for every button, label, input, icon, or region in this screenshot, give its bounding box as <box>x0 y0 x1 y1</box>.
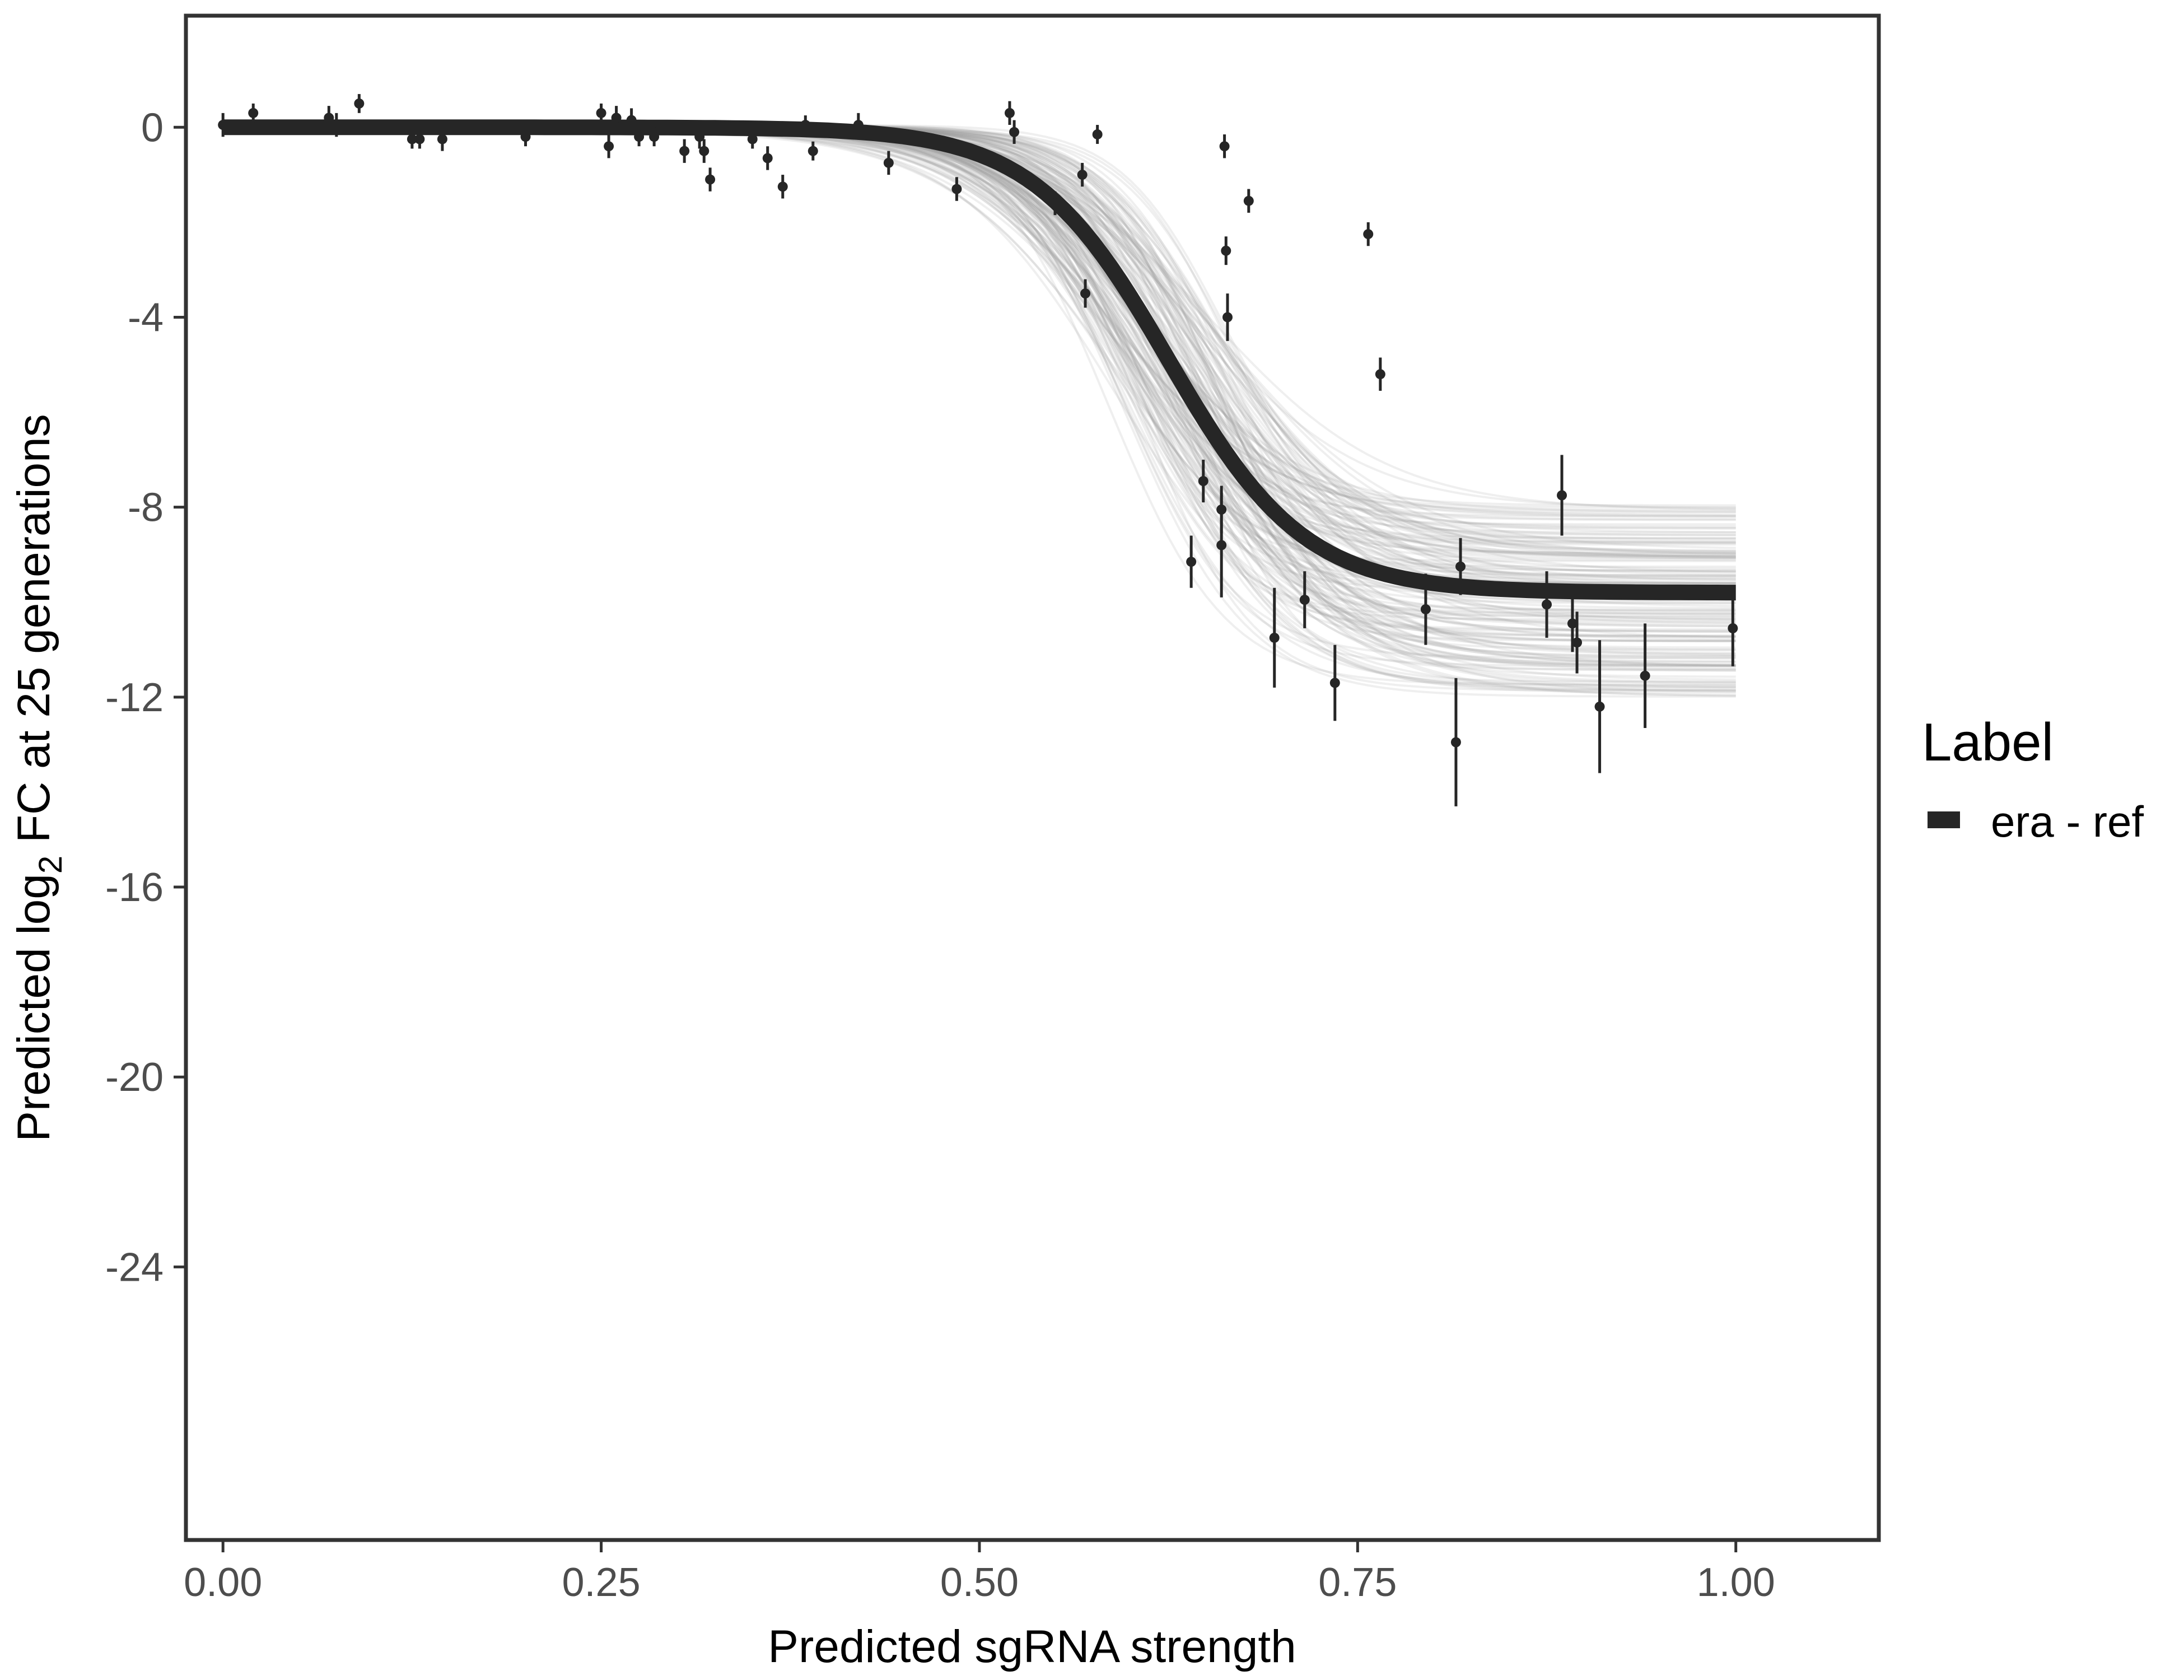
data-point <box>1594 701 1605 712</box>
y-axis-title-subscript: 2 <box>32 856 69 874</box>
data-point <box>611 113 622 123</box>
x-tick-label: 1.00 <box>1697 1560 1775 1605</box>
data-point <box>1450 737 1461 748</box>
data-point <box>407 134 417 144</box>
data-point <box>883 157 894 168</box>
legend-title: Label <box>1922 712 2054 772</box>
data-point <box>1221 245 1231 256</box>
x-tick-label: 0.75 <box>1318 1560 1397 1605</box>
y-axis: 0 -4 -8 -12 -16 -20 -24 <box>105 105 184 1290</box>
data-point <box>1363 229 1374 240</box>
plot-panel-border <box>184 13 1881 1542</box>
x-axis-title: Predicted sgRNA strength <box>768 1621 1296 1672</box>
data-point <box>1186 557 1197 567</box>
data-point <box>679 146 690 156</box>
y-tick-label: -8 <box>128 486 164 530</box>
data-point <box>1375 369 1385 380</box>
fit-curve-layer <box>223 119 1736 601</box>
data-point <box>1640 670 1650 681</box>
data-point <box>1080 288 1091 299</box>
data-point <box>1420 604 1431 614</box>
data-point <box>604 141 614 152</box>
x-tick-label: 0.25 <box>562 1560 640 1605</box>
data-point <box>1299 595 1310 605</box>
data-point <box>626 115 637 125</box>
data-point <box>1243 195 1254 206</box>
y-tick-label: -16 <box>105 865 164 910</box>
data-point <box>437 134 447 144</box>
fit-curve-era-ref <box>223 119 1736 601</box>
data-point <box>853 120 864 130</box>
data-point <box>1567 618 1578 629</box>
data-point <box>1728 623 1738 633</box>
data-point <box>414 134 425 144</box>
data-point <box>634 132 645 142</box>
data-point <box>762 153 773 164</box>
y-axis-title-suffix: FC at 25 generations <box>8 414 59 856</box>
x-tick-label: 0.50 <box>940 1560 1019 1605</box>
data-point <box>1557 490 1567 501</box>
data-point <box>520 132 531 142</box>
x-tick-label: 0.00 <box>184 1560 262 1605</box>
data-point <box>1329 678 1340 688</box>
data-point <box>1455 561 1466 572</box>
data-point <box>218 120 228 130</box>
data-point <box>699 146 710 156</box>
data-point <box>331 120 342 130</box>
data-point <box>1077 170 1088 180</box>
legend-label-era-ref: era - ref <box>1991 797 2144 846</box>
data-point <box>1198 476 1208 487</box>
data-point <box>1269 632 1280 643</box>
y-tick-label: -24 <box>105 1245 164 1290</box>
data-point <box>1009 127 1020 137</box>
data-point <box>800 120 811 130</box>
data-point <box>1092 129 1103 139</box>
data-point <box>777 181 788 192</box>
data-point <box>1216 540 1227 550</box>
data-point <box>649 132 660 142</box>
data-point <box>747 134 758 144</box>
data-point <box>951 184 962 194</box>
x-axis: 0.00 0.25 0.50 0.75 1.00 <box>184 1542 1775 1605</box>
data-point <box>808 146 818 156</box>
y-tick-label: -20 <box>105 1055 164 1100</box>
data-point <box>1050 198 1061 208</box>
legend: Label era - ref <box>1922 712 2144 846</box>
data-point <box>248 108 259 118</box>
data-point <box>1222 312 1233 323</box>
data-point <box>705 174 716 185</box>
data-point <box>1542 599 1552 610</box>
data-point <box>354 98 365 109</box>
data-points <box>218 94 1738 806</box>
legend-key-era-ref <box>1928 811 1960 828</box>
y-axis-title-prefix: Predicted log <box>8 874 59 1142</box>
y-tick-label: -12 <box>105 675 164 720</box>
y-tick-label: -4 <box>128 295 164 340</box>
data-point <box>324 113 334 123</box>
data-point <box>1219 141 1230 152</box>
data-point <box>1572 637 1583 648</box>
data-point <box>596 108 606 118</box>
y-axis-title: Predicted log2 FC at 25 generations <box>8 414 69 1141</box>
data-point <box>694 132 705 142</box>
data-point <box>1004 108 1015 118</box>
y-tick-label: 0 <box>141 105 164 150</box>
